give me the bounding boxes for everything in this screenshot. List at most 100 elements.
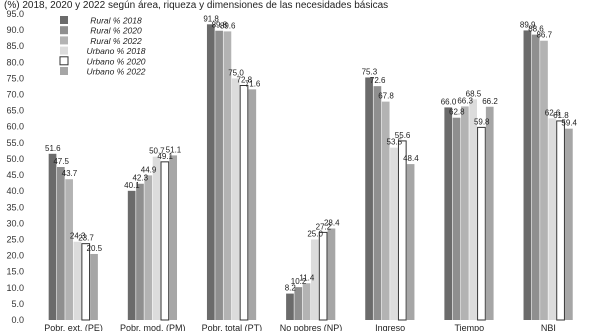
- bar-value-label: 47.5: [53, 157, 69, 166]
- bar-value-label: 28.4: [324, 219, 340, 228]
- bar: [56, 167, 65, 320]
- x-category-label: Ingreso: [375, 323, 405, 331]
- legend-entry-label: Urbano % 2022: [86, 67, 145, 77]
- bar-value-label: 86.7: [536, 31, 552, 40]
- y-tick-label: 40.0: [6, 186, 24, 196]
- bar-value-label: 8.2: [285, 284, 297, 293]
- bar: [452, 117, 461, 320]
- bar: [248, 89, 257, 320]
- y-tick-label: 10.0: [6, 283, 24, 293]
- y-tick-label: 70.0: [6, 90, 24, 100]
- bar: [397, 140, 407, 321]
- bar-value-label: 66.2: [482, 97, 498, 106]
- bar: [565, 128, 573, 320]
- y-tick-label: 60.0: [6, 122, 24, 132]
- bar-value-label: 11.4: [299, 273, 315, 282]
- y-tick-label: 75.0: [6, 73, 24, 83]
- x-category-label: No pobres (NP): [280, 323, 343, 331]
- y-axis: 0.0 5.0 10.0 15.0 20.0 25.0 30.0 35.0 40.0 45.0 50…: [6, 9, 24, 325]
- bar: [136, 183, 144, 320]
- bar: [327, 228, 336, 320]
- bar-value-label: 59.8: [474, 117, 490, 126]
- bar: [65, 179, 73, 320]
- value-labels: 51.6 47.5 43.7 24.323.720.5 40.142.344.9 50.7…: [45, 14, 577, 292]
- bar: [460, 106, 469, 320]
- legend-swatch: [60, 36, 68, 45]
- bar-value-label: 48.4: [403, 154, 419, 163]
- y-tick-label: 85.0: [6, 41, 24, 51]
- bar: [160, 161, 170, 321]
- bar-value-label: 89.6: [220, 21, 236, 30]
- bar: [206, 24, 215, 320]
- bar: [152, 156, 161, 320]
- legend-entry-label: Rural % 2018: [90, 16, 142, 26]
- bar-value-label: 72.8: [237, 76, 253, 85]
- bars: [48, 24, 573, 321]
- bar: [223, 31, 232, 321]
- y-tick-label: 50.0: [6, 154, 24, 164]
- bar: [523, 30, 532, 320]
- y-tick-label: 15.0: [6, 267, 24, 277]
- bar: [406, 164, 415, 320]
- bar: [556, 120, 565, 321]
- bar-value-label: 55.6: [395, 131, 411, 140]
- bar: [485, 106, 494, 320]
- bar-value-label: 62.8: [449, 108, 465, 117]
- bar: [390, 147, 398, 320]
- x-category-label: Pobr. mod. (PM): [120, 323, 186, 331]
- x-category-label: Pobr. total (PT): [202, 323, 263, 331]
- x-category-label: NBI: [541, 323, 556, 331]
- y-tick-label: 55.0: [6, 138, 24, 148]
- bar-value-label: 23.7: [78, 234, 94, 243]
- chart-header-fragment: (%) 2018, 2020 y 2022 según área, riquez…: [4, 0, 388, 11]
- bar: [48, 153, 57, 320]
- y-tick-label: 25.0: [6, 234, 24, 244]
- bar-value-label: 75.3: [362, 67, 378, 76]
- y-tick-label: 20.0: [6, 251, 24, 261]
- bar-value-label: 91.8: [203, 14, 219, 23]
- bar: [531, 34, 540, 320]
- bar-value-label: 88.6: [528, 25, 544, 34]
- bar-value-label: 66.0: [441, 97, 457, 106]
- bar-value-label: 49.1: [157, 152, 173, 161]
- bar: [73, 241, 82, 320]
- bar-value-label: 67.8: [378, 92, 394, 101]
- y-tick-label: 80.0: [6, 57, 24, 67]
- legend-entry-label: Rural % 2022: [90, 36, 142, 46]
- y-tick-label: 90.0: [6, 25, 24, 35]
- y-tick-label: 65.0: [6, 106, 24, 116]
- y-tick-label: 5.0: [11, 299, 24, 309]
- bar-value-label: 51.6: [45, 144, 61, 153]
- x-axis: Pobr. ext. (PE) Pobr. mod. (PM) Pobr. tota…: [44, 323, 556, 331]
- bar: [81, 243, 91, 321]
- legend-entry-label: Rural % 2020: [90, 26, 142, 36]
- bar-value-label: 51.1: [166, 145, 182, 154]
- bar-value-label: 40.1: [124, 181, 140, 190]
- y-tick-label: 30.0: [6, 218, 24, 228]
- bar: [365, 77, 373, 320]
- legend-entry-label: Urbano % 2020: [86, 56, 145, 66]
- bar-value-label: 10.2: [291, 277, 307, 286]
- x-category-label: Tiempo: [454, 323, 484, 331]
- bar: [215, 30, 223, 320]
- legend-swatch: [60, 16, 68, 24]
- bar: [169, 155, 178, 320]
- bar-value-label: 53.5: [387, 138, 403, 147]
- bar-value-label: 59.4: [561, 119, 577, 128]
- legend-swatch: [60, 26, 68, 35]
- bar: [90, 253, 98, 320]
- legend-entry-label: Urbano % 2018: [86, 46, 145, 56]
- y-tick-label: 45.0: [6, 170, 24, 180]
- bar: [231, 78, 240, 320]
- bar-value-label: 89.9: [520, 20, 536, 29]
- bar: [239, 85, 249, 321]
- bar: [444, 107, 453, 321]
- bar: [311, 239, 319, 320]
- bar: [469, 99, 477, 320]
- bar: [318, 231, 328, 321]
- bar-value-label: 50.7: [149, 147, 165, 156]
- bar: [302, 283, 311, 320]
